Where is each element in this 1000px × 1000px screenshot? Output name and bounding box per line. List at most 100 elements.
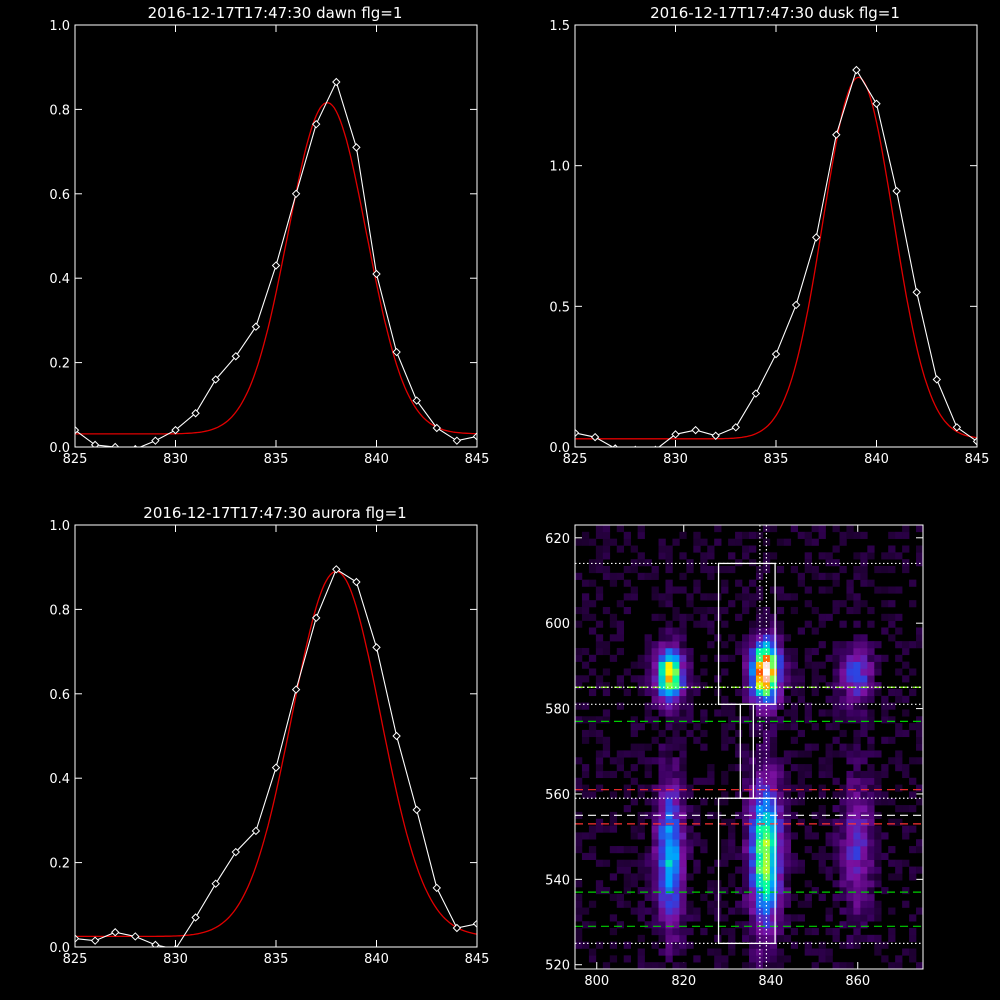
- image-pixel: [832, 695, 840, 703]
- image-pixel: [769, 805, 778, 813]
- image-pixel: [665, 859, 673, 867]
- image-pixel: [762, 723, 771, 731]
- image-pixel: [644, 880, 652, 888]
- image-pixel: [881, 798, 889, 806]
- image-pixel: [769, 716, 778, 724]
- image-pixel: [818, 852, 826, 861]
- image-pixel: [581, 770, 590, 779]
- image-pixel: [874, 654, 882, 662]
- image-pixel: [700, 716, 708, 724]
- image-pixel: [679, 818, 687, 826]
- image-pixel: [825, 743, 833, 751]
- image-pixel: [672, 716, 680, 724]
- image-pixel: [651, 654, 659, 662]
- image-pixel: [797, 750, 805, 758]
- image-pixel: [749, 921, 757, 929]
- image-pixel: [658, 641, 666, 649]
- image-pixel: [909, 928, 917, 936]
- image-pixel: [637, 757, 645, 765]
- image-pixel: [909, 641, 917, 649]
- image-pixel: [630, 565, 638, 574]
- image-pixel: [769, 750, 778, 758]
- image-pixel: [581, 907, 590, 915]
- image-pixel: [644, 859, 652, 867]
- image-pixel: [742, 962, 750, 970]
- image-pixel: [707, 764, 715, 772]
- image-pixel: [881, 955, 889, 963]
- image-pixel: [686, 695, 694, 703]
- image-pixel: [895, 873, 903, 881]
- image-pixel: [811, 627, 819, 635]
- image-pixel: [630, 798, 638, 806]
- image-pixel: [762, 805, 771, 813]
- image-pixel: [630, 859, 638, 867]
- image-pixel: [672, 914, 680, 922]
- image-pixel: [755, 593, 764, 601]
- image-pixel: [790, 866, 799, 874]
- image-pixel: [672, 880, 680, 888]
- image-pixel: [742, 531, 750, 539]
- image-pixel: [651, 928, 659, 936]
- image-pixel: [902, 545, 910, 553]
- image-pixel: [832, 702, 840, 710]
- image-pixel: [658, 661, 666, 669]
- image-pixel: [672, 675, 680, 683]
- image-pixel: [749, 716, 757, 724]
- image-pixel: [853, 668, 861, 676]
- image-pixel: [609, 825, 618, 833]
- image-pixel: [651, 586, 659, 594]
- image-pixel: [832, 777, 840, 785]
- image-pixel: [575, 880, 583, 888]
- image-pixel: [839, 791, 847, 799]
- image-pixel: [721, 852, 729, 861]
- image-pixel: [693, 606, 701, 615]
- image-pixel: [909, 777, 917, 785]
- image-y-tick-label: 520: [545, 959, 570, 974]
- image-pixel: [888, 620, 896, 628]
- image-pixel: [769, 552, 778, 560]
- image-pixel: [575, 846, 583, 854]
- image-pixel: [609, 572, 618, 580]
- image-pixel: [811, 606, 819, 615]
- image-pixel: [749, 661, 757, 669]
- image-pixel: [623, 668, 631, 676]
- image-pixel: [776, 791, 785, 799]
- image-pixel: [888, 928, 896, 936]
- image-pixel: [721, 579, 729, 587]
- image-pixel: [853, 859, 861, 867]
- image-pixel: [832, 839, 840, 847]
- image-pixel: [588, 654, 597, 662]
- image-pixel: [853, 736, 861, 744]
- image-pixel: [672, 641, 680, 649]
- image-pixel: [790, 647, 799, 656]
- image-pixel: [588, 688, 597, 697]
- image-pixel: [769, 627, 778, 635]
- image-pixel: [769, 818, 778, 826]
- aurora-y-ticks: 0.00.20.40.60.81.0: [49, 519, 70, 956]
- image-pixel: [721, 859, 729, 867]
- image-pixel: [916, 716, 924, 724]
- image-pixel: [658, 688, 666, 697]
- image-pixel: [602, 538, 611, 546]
- image-pixel: [818, 661, 826, 669]
- aurora-plot-area: [74, 524, 478, 948]
- image-pixel: [776, 668, 785, 676]
- image-pixel: [735, 887, 743, 895]
- dawn-data-point: [271, 261, 281, 270]
- image-pixel: [839, 695, 847, 703]
- image-pixel: [623, 941, 631, 949]
- image-pixel: [867, 641, 875, 649]
- image-pixel: [749, 839, 757, 847]
- image-pixel: [602, 825, 611, 833]
- image-pixel: [728, 948, 736, 956]
- image-pixel: [588, 579, 597, 587]
- image-pixel: [797, 866, 805, 874]
- image-pixel: [818, 620, 826, 628]
- image-pixel: [735, 613, 743, 621]
- image-pixel: [846, 914, 854, 922]
- image-pixel: [658, 668, 666, 676]
- image-pixel: [637, 559, 645, 567]
- image-pixel: [679, 805, 687, 813]
- image-pixel: [630, 661, 638, 669]
- image-pixel: [825, 552, 833, 560]
